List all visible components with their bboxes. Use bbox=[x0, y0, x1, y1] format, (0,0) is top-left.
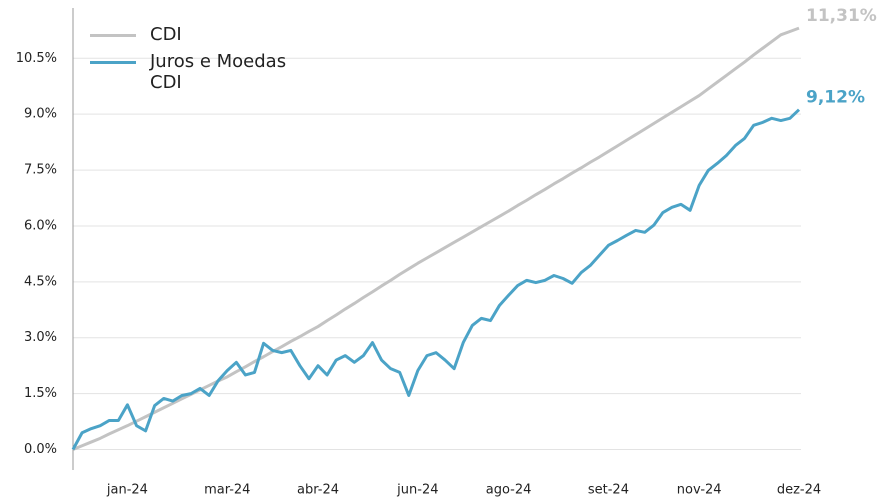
legend-label: CDI bbox=[150, 24, 182, 45]
x-tick-label: nov-24 bbox=[677, 483, 722, 497]
legend-item: Juros e Moedas CDI bbox=[90, 51, 310, 93]
y-tick-label: 9.0% bbox=[24, 107, 57, 122]
legend: CDI Juros e Moedas CDI bbox=[90, 24, 310, 99]
line-series bbox=[71, 108, 801, 451]
value-label: 9,12% bbox=[806, 88, 865, 108]
value-label: 11,31% bbox=[806, 6, 877, 26]
x-tick-label: dez-24 bbox=[777, 483, 821, 497]
y-tick-label: 10.5% bbox=[16, 51, 57, 66]
x-tick-label: set-24 bbox=[588, 483, 629, 497]
legend-swatch bbox=[90, 34, 136, 37]
y-tick-label: 4.5% bbox=[24, 274, 57, 289]
x-tick-label: mar-24 bbox=[204, 483, 250, 497]
y-tick-label: 7.5% bbox=[24, 163, 57, 178]
y-tick-label: 3.0% bbox=[24, 330, 57, 345]
legend-swatch bbox=[90, 61, 136, 64]
x-tick-label: jun-24 bbox=[396, 483, 438, 497]
legend-label: Juros e Moedas CDI bbox=[150, 51, 287, 93]
x-tick-label: jan-24 bbox=[106, 483, 148, 497]
y-tick-label: 6.0% bbox=[24, 218, 57, 233]
y-tick-label: 0.0% bbox=[24, 442, 57, 457]
legend-item: CDI bbox=[90, 24, 310, 45]
y-tick-label: 1.5% bbox=[24, 386, 57, 401]
x-tick-label: ago-24 bbox=[486, 483, 532, 497]
x-tick-label: abr-24 bbox=[297, 483, 339, 497]
